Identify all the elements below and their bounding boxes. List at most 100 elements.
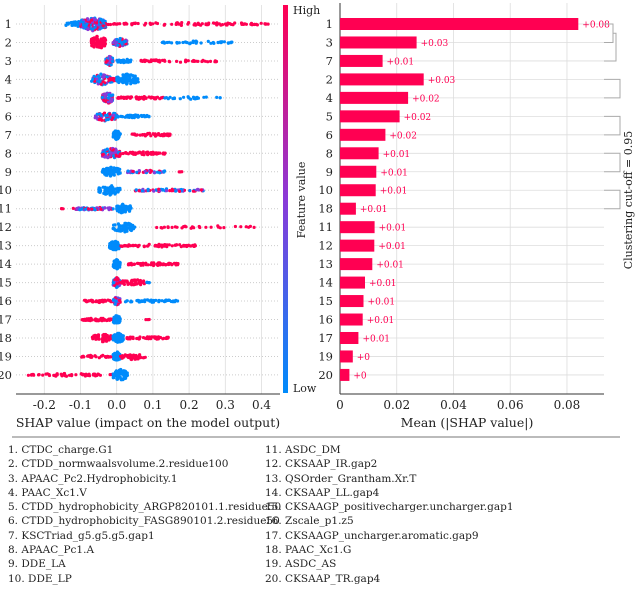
shap-point [180, 21, 184, 25]
bar-value-label: +0.02 [389, 131, 417, 141]
shap-point [128, 60, 132, 64]
shap-point [121, 73, 125, 77]
shap-point [80, 318, 84, 322]
shap-point [107, 93, 111, 97]
shap-point [178, 97, 182, 101]
shap-point [174, 243, 178, 247]
shap-point [112, 173, 116, 177]
shap-point [141, 96, 145, 100]
shap-point [143, 169, 147, 173]
shap-point [165, 243, 169, 247]
shap-point [173, 300, 177, 304]
shap-point [140, 189, 144, 193]
shap-point [129, 206, 133, 210]
shap-point [108, 56, 112, 61]
shap-point [85, 317, 90, 321]
shap-point [105, 75, 109, 79]
shap-point [168, 60, 172, 64]
shap-point [132, 262, 137, 266]
bar-value-label: +0.01 [383, 150, 411, 160]
shap-point [170, 262, 174, 266]
bar-value-label: +0.01 [379, 224, 407, 234]
bar-value-label: +0.01 [376, 261, 404, 271]
shap-point [96, 74, 100, 78]
shap-point [252, 225, 256, 229]
shap-point [138, 353, 142, 357]
shap-point [74, 373, 78, 377]
shap-point [113, 283, 117, 287]
legend-item: 19. ASDC_AS [265, 558, 337, 571]
shap-point [204, 95, 208, 99]
bar-value-label: +0.01 [387, 57, 415, 67]
bar-category-label: 1 [326, 17, 333, 31]
shap-point [146, 187, 150, 191]
shap-point [116, 190, 120, 194]
shap-point [93, 25, 97, 29]
shap-point [101, 80, 105, 84]
shap-point [161, 337, 165, 341]
feature-label: 2 [5, 35, 12, 49]
shap-point [119, 211, 123, 215]
shap-point [99, 207, 103, 211]
shap-point [101, 75, 105, 79]
shap-point [166, 336, 170, 340]
shap-point [107, 318, 112, 322]
feature-label: 18 [0, 331, 12, 345]
bar-category-label: 4 [326, 91, 333, 105]
shap-point [127, 262, 131, 266]
colorbar-low-label: Low [293, 382, 317, 395]
shap-point [124, 221, 128, 225]
shap-point [229, 41, 233, 45]
bar [340, 368, 350, 381]
shap-point [126, 281, 130, 285]
feature-label: 1 [5, 17, 12, 31]
shap-point [92, 74, 96, 78]
shap-point [189, 97, 193, 101]
shap-point [93, 354, 97, 358]
shap-point [95, 77, 99, 81]
shap-point [156, 263, 160, 267]
shap-point [156, 132, 160, 136]
shap-point [220, 23, 225, 27]
shap-point [143, 59, 147, 64]
shap-point [111, 376, 115, 380]
shap-point [136, 298, 140, 302]
shap-point [109, 165, 113, 169]
legend-item: 4. PAAC_Xc1.V [8, 486, 87, 499]
x-tick-label: 0.4 [252, 398, 271, 412]
shap-point [112, 130, 116, 134]
shap-point [220, 40, 224, 44]
shap-point [78, 208, 82, 212]
shap-point [112, 265, 116, 269]
shap-point [184, 40, 188, 44]
shap-point [108, 22, 113, 27]
shap-point [149, 134, 153, 138]
bar-category-label: 6 [326, 128, 333, 142]
bar-value-label: +0.03 [421, 39, 449, 49]
shap-point [151, 132, 155, 136]
shap-point [174, 189, 178, 193]
shap-point [90, 40, 94, 44]
x-tick-label: 0.3 [216, 398, 235, 412]
shap-point [122, 204, 126, 208]
shap-point [211, 21, 216, 25]
shap-point [166, 225, 170, 229]
shap-point [111, 298, 115, 302]
shap-point [90, 355, 94, 359]
shap-point [112, 154, 116, 158]
shap-point [91, 77, 95, 81]
shap-point [224, 23, 228, 27]
shap-point [170, 189, 174, 193]
shap-point [147, 114, 151, 118]
x-tick-label: 0.08 [554, 398, 581, 412]
shap-point [116, 277, 120, 281]
bar [340, 221, 375, 234]
bar-category-label: 17 [318, 331, 333, 345]
shap-point [120, 41, 124, 45]
shap-point [109, 173, 113, 177]
shap-point [123, 39, 127, 44]
shap-point [125, 81, 129, 85]
shap-point [120, 244, 124, 248]
dendrogram-link [604, 152, 621, 173]
